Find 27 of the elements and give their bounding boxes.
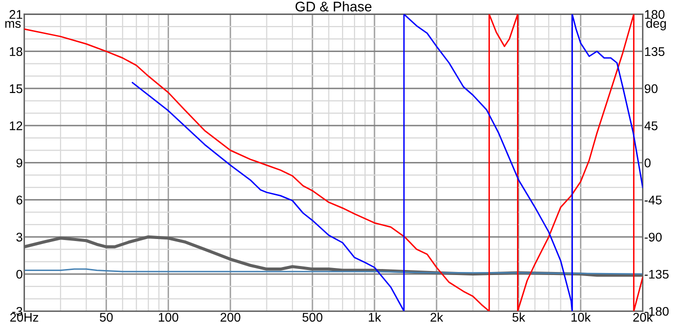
x-tick-label: 1k <box>368 312 382 322</box>
x-tick-label: 200 <box>220 312 240 322</box>
y2-tick-label: 90 <box>644 84 658 94</box>
y-tick-label: 18 <box>10 47 22 56</box>
y2-tick-label: -90 <box>644 232 662 242</box>
y2-tick-label: -45 <box>644 196 662 204</box>
y-tick-label: 15 <box>10 84 22 94</box>
x-tick-label: 500 <box>302 312 322 322</box>
y-tick-label: 21 <box>10 10 22 19</box>
y-axis-title: ms <box>5 21 21 28</box>
y2-tick-label: 0 <box>644 158 651 168</box>
y-tick-label: 0 <box>16 270 22 279</box>
x-tick-label: 5k <box>512 312 526 322</box>
y2-tick-label: -135 <box>644 270 669 279</box>
x-tick-label: 10k <box>572 312 591 322</box>
chart-title: GD & Phase <box>296 1 372 12</box>
y2-tick-label: 135 <box>645 47 664 56</box>
x-tick-label: 2k <box>430 312 444 322</box>
y2-tick-label: 180 <box>645 10 664 19</box>
y-tick-label: 9 <box>16 158 22 168</box>
y2-axis-title: deg <box>646 18 666 30</box>
y-tick-label: 3 <box>16 232 22 242</box>
y2-tick-label: 45 <box>644 122 658 130</box>
x-tick-label: 100 <box>158 312 178 322</box>
y-tick-label: 12 <box>10 121 22 130</box>
x-tick-label: 50 <box>100 312 113 322</box>
y-tick-label: 6 <box>16 196 22 204</box>
